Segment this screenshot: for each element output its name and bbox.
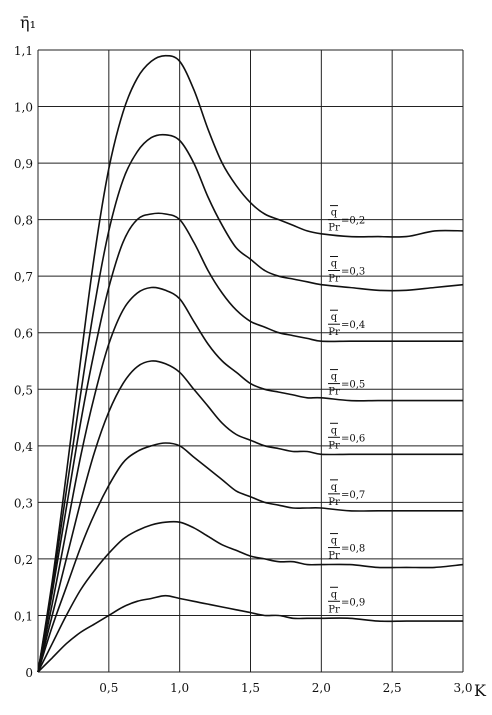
y-axis-label: η̄₁ (20, 13, 36, 32)
x-tick-label: 1,0 (170, 681, 189, 695)
y-tick-label: 0,4 (14, 440, 33, 454)
series-label-numerator: q (331, 589, 338, 600)
series-label-denominator: Pr (328, 497, 340, 508)
tick-labels: 0 0,1 0,2 0,3 0,4 0,5 0,6 0,7 0,8 0,9 1,0 1,1 0,5 1,0… (14, 44, 473, 695)
series-label-numerator: q (331, 482, 338, 493)
series-label-denominator: Pr (328, 387, 340, 398)
x-tick-label: 1,5 (241, 681, 260, 695)
series-line (37, 212, 463, 673)
series-label-numerator: q (331, 372, 338, 383)
y-tick-label: 1,1 (14, 44, 33, 58)
series-line (37, 360, 463, 673)
series-line (37, 54, 464, 673)
y-tick-label: 0,6 (14, 327, 33, 341)
y-tick-label: 0,9 (14, 157, 33, 171)
series-label-value: =0,9 (341, 597, 365, 608)
series-label-numerator: q (331, 312, 338, 323)
y-tick-label: 0,5 (14, 383, 33, 397)
series-label: q Pr=0,9 (328, 586, 365, 615)
series-labels: qPr=0,2qPr=0,3qPr=0,4qPr=0,5qPr=0,6qPr=0… (328, 205, 365, 615)
series-label-numerator: q (331, 258, 338, 269)
series-label-denominator: Pr (328, 440, 340, 451)
series-label-denominator: Pr (328, 223, 340, 234)
x-axis-label: K (474, 681, 487, 700)
series-label-value: =0,7 (341, 490, 365, 501)
series-label-numerator: q (331, 425, 338, 436)
series-label-value: =0,4 (341, 320, 365, 331)
x-tick-label: 3,0 (453, 681, 472, 695)
series-label-value: =0,2 (341, 216, 365, 227)
y-tick-label: 0,8 (14, 214, 33, 228)
series-label-value: =0,5 (341, 380, 365, 391)
series-label-value: =0,3 (341, 266, 365, 277)
y-tick-label: 0,3 (14, 496, 33, 510)
series-label: q Pr=0,8 (328, 533, 365, 562)
series-label: q Pr=0,3 (328, 255, 365, 284)
series-label: q Pr=0,2 (328, 205, 365, 234)
series-line (37, 286, 463, 673)
y-tick-label: 1,0 (14, 101, 33, 115)
series-label: q Pr=0,5 (328, 369, 365, 398)
x-tick-label: 0,5 (99, 681, 118, 695)
y-tick-label: 0,7 (14, 270, 33, 284)
series-label-numerator: q (331, 208, 338, 219)
series-label: q Pr=0,6 (328, 422, 365, 451)
x-tick-label: 2,5 (383, 681, 402, 695)
series-line (37, 594, 463, 673)
series-label-numerator: q (331, 536, 338, 547)
series-label: q Pr=0,7 (328, 479, 365, 508)
series-label-denominator: Pr (328, 273, 340, 284)
series-label-value: =0,8 (341, 544, 365, 555)
series-line (37, 520, 464, 673)
grid (37, 49, 464, 673)
y-tick-label: 0 (25, 666, 33, 680)
series-label-denominator: Pr (328, 604, 340, 615)
series-label-denominator: Pr (328, 551, 340, 562)
series-label-denominator: Pr (328, 327, 340, 338)
curves (37, 54, 464, 673)
x-tick-label: 2,0 (312, 681, 331, 695)
y-tick-label: 0,1 (14, 609, 33, 623)
series-label: q Pr=0,4 (328, 309, 365, 338)
series-label-value: =0,6 (341, 433, 365, 444)
series-line (37, 133, 464, 673)
y-tick-label: 0,2 (14, 553, 33, 567)
series-line (37, 442, 463, 673)
